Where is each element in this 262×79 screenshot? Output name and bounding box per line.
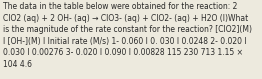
Text: The data in the table below were obtained for the reaction: 2
ClO2 (aq) + 2 OH- : The data in the table below were obtaine… (3, 2, 252, 69)
